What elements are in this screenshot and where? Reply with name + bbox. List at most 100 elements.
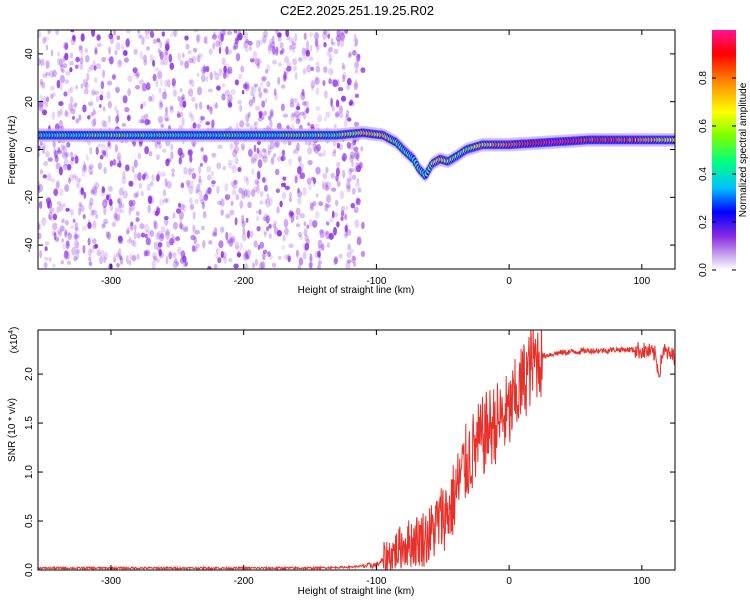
noise-speck bbox=[94, 90, 99, 96]
noise-speck bbox=[57, 110, 61, 118]
noise-speck bbox=[88, 248, 92, 257]
noise-speck bbox=[145, 237, 151, 246]
noise-speck bbox=[360, 250, 366, 258]
noise-speck bbox=[344, 224, 348, 233]
noise-speck bbox=[52, 213, 58, 221]
noise-speck bbox=[116, 109, 119, 116]
noise-speck bbox=[128, 199, 133, 207]
noise-speck bbox=[195, 102, 198, 110]
noise-speck bbox=[292, 58, 298, 66]
noise-speck bbox=[250, 156, 255, 165]
noise-speck bbox=[295, 207, 301, 216]
noise-speck bbox=[99, 104, 102, 108]
noise-speck bbox=[306, 160, 313, 166]
noise-speck bbox=[241, 190, 246, 200]
noise-speck bbox=[125, 30, 131, 34]
noise-speck bbox=[296, 142, 300, 152]
noise-speck bbox=[187, 149, 193, 156]
noise-speck bbox=[224, 194, 228, 202]
noise-speck bbox=[319, 229, 325, 239]
noise-speck bbox=[330, 172, 335, 179]
noise-speck bbox=[39, 249, 43, 259]
noise-speck bbox=[162, 198, 168, 203]
noise-speck bbox=[294, 71, 298, 80]
snr-x-ticks: -300 -200 -100 0 100 bbox=[101, 330, 651, 587]
noise-speck bbox=[176, 113, 181, 118]
noise-speck bbox=[53, 232, 57, 241]
noise-speck bbox=[196, 55, 201, 63]
noise-speck bbox=[319, 228, 324, 235]
noise-speck bbox=[71, 156, 74, 162]
noise-speck bbox=[328, 57, 332, 66]
noise-speck bbox=[138, 79, 144, 85]
noise-speck bbox=[179, 100, 184, 108]
noise-speck bbox=[211, 119, 215, 128]
noise-speck bbox=[179, 152, 185, 159]
noise-speck bbox=[70, 225, 74, 230]
noise-speck bbox=[117, 235, 123, 242]
noise-speck bbox=[71, 115, 76, 120]
noise-speck bbox=[158, 102, 164, 111]
noise-speck bbox=[205, 65, 210, 73]
noise-speck bbox=[188, 185, 194, 195]
noise-speck bbox=[238, 73, 243, 80]
noise-speck bbox=[314, 31, 320, 41]
noise-speck bbox=[47, 30, 52, 34]
noise-speck bbox=[205, 35, 208, 40]
noise-field bbox=[38, 30, 366, 269]
noise-speck bbox=[192, 47, 198, 53]
noise-speck bbox=[222, 30, 227, 37]
noise-speck bbox=[154, 141, 158, 150]
noise-speck bbox=[288, 191, 293, 198]
noise-speck bbox=[119, 255, 123, 260]
noise-speck bbox=[63, 163, 68, 171]
noise-speck bbox=[244, 46, 249, 53]
noise-speck bbox=[258, 111, 263, 119]
noise-speck bbox=[272, 41, 276, 49]
noise-speck bbox=[124, 164, 130, 172]
noise-speck bbox=[326, 181, 332, 190]
noise-speck bbox=[101, 56, 106, 63]
noise-speck bbox=[207, 106, 213, 112]
noise-speck bbox=[72, 174, 77, 180]
noise-speck bbox=[38, 184, 44, 193]
noise-speck bbox=[90, 112, 94, 117]
noise-speck bbox=[333, 227, 337, 237]
noise-speck bbox=[144, 35, 150, 40]
noise-speck bbox=[266, 193, 270, 201]
noise-speck bbox=[117, 152, 122, 161]
noise-speck bbox=[203, 36, 207, 44]
noise-speck bbox=[185, 180, 191, 185]
noise-speck bbox=[335, 174, 339, 182]
noise-speck bbox=[193, 30, 199, 33]
noise-speck bbox=[162, 189, 167, 197]
noise-speck bbox=[170, 151, 174, 160]
noise-speck bbox=[50, 49, 54, 57]
noise-speck bbox=[339, 190, 345, 200]
noise-speck bbox=[314, 75, 319, 82]
noise-speck bbox=[64, 79, 70, 85]
noise-speck bbox=[361, 221, 365, 230]
noise-speck bbox=[283, 218, 289, 228]
noise-speck bbox=[189, 197, 193, 205]
noise-speck bbox=[227, 159, 233, 166]
noise-speck bbox=[351, 160, 354, 168]
noise-speck bbox=[207, 88, 214, 93]
noise-speck bbox=[201, 74, 206, 83]
noise-speck bbox=[165, 117, 170, 122]
noise-speck bbox=[264, 98, 268, 104]
noise-speck bbox=[80, 33, 85, 42]
noise-speck bbox=[340, 30, 344, 37]
noise-speck bbox=[289, 211, 295, 216]
noise-speck bbox=[290, 214, 294, 224]
noise-speck bbox=[304, 246, 308, 252]
noise-speck bbox=[183, 225, 189, 232]
noise-speck bbox=[64, 52, 69, 61]
noise-speck bbox=[267, 45, 273, 55]
noise-speck bbox=[115, 41, 121, 51]
noise-speck bbox=[278, 255, 282, 260]
noise-speck bbox=[284, 185, 290, 190]
noise-speck bbox=[234, 79, 239, 86]
noise-speck bbox=[258, 262, 264, 269]
noise-speck bbox=[315, 87, 320, 96]
